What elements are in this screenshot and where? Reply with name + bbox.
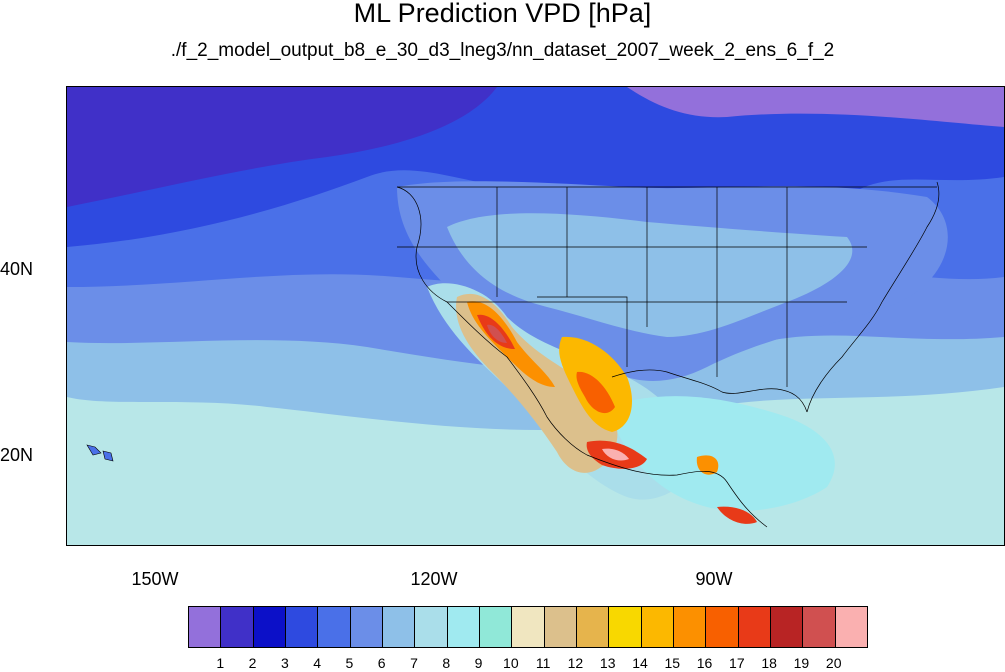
vpd-contour-map [67,87,1004,545]
pacific-coast [396,186,768,528]
central-america-band-18 [717,506,757,524]
central-mexico-band-20 [602,448,629,461]
colorbar-swatch [479,607,513,647]
hawaii-island-2 [102,450,114,462]
colorbar-swatch [318,607,351,647]
colorbar-swatch [576,607,610,647]
colorbar-tick-label: 12 [567,655,584,671]
arid-band-19 [487,324,507,343]
coastlines [396,181,940,528]
colorbar-swatch [706,607,739,647]
colorbar-swatch [221,607,254,647]
hawaii-island-1 [86,444,102,456]
colorbar-swatch [512,607,545,647]
colorbar-tick-label: 10 [503,655,519,671]
colorbar-tick-label: 16 [696,655,713,671]
colorbar-swatch [253,607,286,647]
colorbar-swatch [641,607,674,647]
band-2a [67,87,497,207]
hawaii-islands [86,444,114,462]
colorbar-swatch [285,607,319,647]
gulf-coast [611,369,808,413]
colorbar-tick-label: 11 [535,655,551,671]
lon-tick-label: 90W [695,569,733,589]
colorbar-tick-label: 14 [632,655,648,671]
lon-tick-label: 150W [131,569,179,589]
colorbar-swatch [738,607,771,647]
colorbar-tick-label: 1 [216,655,225,671]
colorbar-swatch [415,607,448,647]
colorbar-tick-label: 17 [729,655,745,671]
colorbar-tick-label: 3 [280,655,289,671]
continent-band-6 [447,213,853,337]
colorbar-swatch [350,607,383,647]
lat-tick-label: 40N [0,259,34,279]
colorbar-tick-label: 5 [345,655,354,671]
gulf-band-8 [607,396,835,511]
atlantic-coast [806,181,940,413]
colorbar-tick-label: 6 [377,655,386,671]
colorbar-tick-label: 9 [474,655,483,671]
colorbar [188,606,868,648]
colorbar-swatch [447,607,480,647]
colorbar-swatch [382,607,416,647]
colorbar-tick-label: 2 [248,655,257,671]
colorbar-tick-label: 18 [761,655,777,671]
lat-tick-label: 20N [0,445,34,465]
colorbar-tick-label: 13 [599,655,616,671]
yucatan-band-16 [696,455,719,475]
mexico-band-17 [576,371,615,414]
band-1 [627,87,1004,127]
colorbar-tick-label: 8 [442,655,451,671]
vpd-map [66,86,1005,546]
colorbar-tick-label: 19 [793,655,810,671]
map-title: ML Prediction VPD [hPa] [353,0,652,28]
colorbar-tick-label: 15 [664,655,681,671]
colorbar-swatch [544,607,577,647]
colorbar-tick-label: 4 [313,655,322,671]
lon-tick-label: 120W [410,569,458,589]
colorbar-swatch [673,607,707,647]
colorbar-swatch [803,607,836,647]
colorbar-swatch [770,607,804,647]
colorbar-swatch [189,607,222,647]
colorbar-tick-label: 7 [410,655,418,671]
colorbar-tick-label: 20 [825,655,842,671]
colorbar-swatch [609,607,642,647]
colorbar-swatch [835,607,867,647]
map-subtitle: ./f_2_model_output_b8_e_30_d3_lneg3/nn_d… [170,40,835,61]
